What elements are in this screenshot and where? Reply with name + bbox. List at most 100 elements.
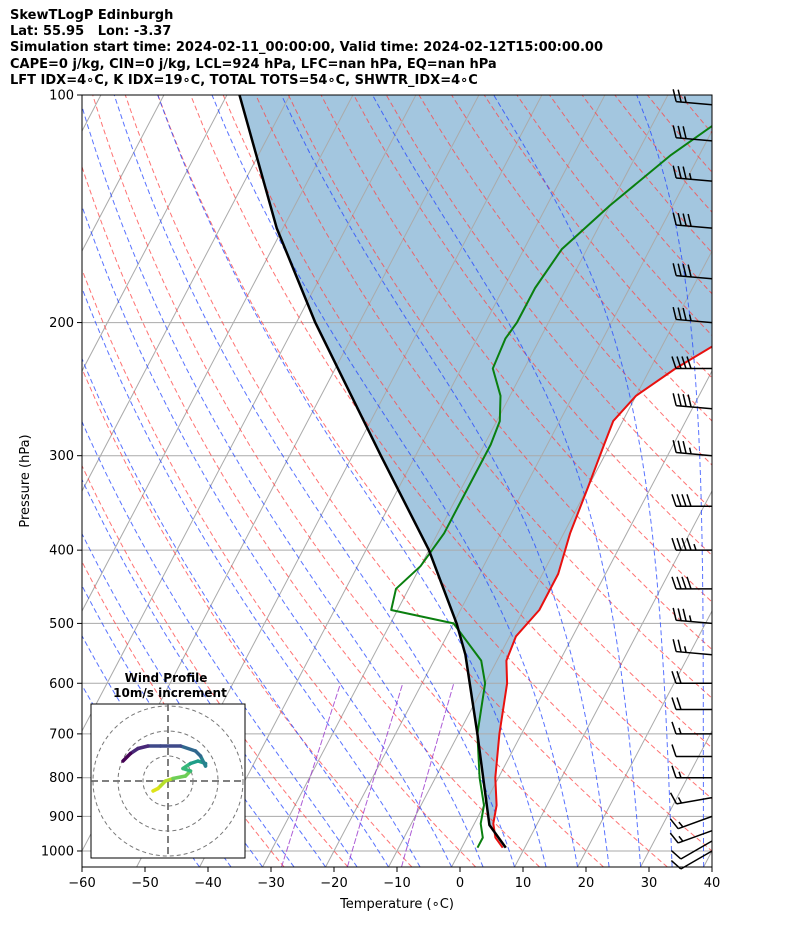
- isotherm: [640, 729, 712, 867]
- wind-barb: [672, 639, 713, 656]
- moist-adiabat: [211, 95, 579, 867]
- y-tick-label: 300: [49, 449, 74, 464]
- profiles: [238, 95, 712, 849]
- wind-barb: [671, 697, 712, 711]
- y-tick-label: 900: [49, 810, 74, 825]
- moist-adiabat: [636, 95, 705, 867]
- wind-barb: [670, 850, 713, 870]
- y-tick-label: 500: [49, 617, 74, 632]
- chart-title: SkewTLogP Edinburgh: [10, 8, 174, 23]
- index-line: LFT IDX=4∘C, K IDX=19∘C, TOTAL TOTS=54∘C…: [10, 73, 478, 88]
- hodograph-ring: [117, 730, 219, 832]
- wind-barb: [671, 744, 712, 758]
- wind-barb: [671, 576, 712, 590]
- y-axis-ticks: 1000 900 800 700 600 500 400 300 200 100: [41, 89, 82, 859]
- dry-adiabat: [82, 268, 477, 867]
- x-tick-label: 40: [704, 876, 721, 891]
- y-tick-label: 700: [49, 727, 74, 742]
- wind-barb: [669, 829, 713, 844]
- hodograph-segment: [198, 754, 208, 768]
- y-tick-label: 200: [49, 316, 74, 331]
- y-tick-label: 1000: [41, 844, 74, 859]
- moist-adiabat: [82, 104, 484, 867]
- y-tick-label: 600: [49, 677, 74, 692]
- isotherm: [82, 95, 291, 493]
- mixing-ratio-line: [346, 683, 404, 867]
- wind-barb: [672, 263, 713, 280]
- y-tick-label: 800: [49, 771, 74, 786]
- moist-adiabat: [82, 478, 327, 867]
- wind-barb: [672, 165, 713, 182]
- wind-barb: [671, 671, 712, 685]
- isotherm: [82, 95, 228, 373]
- dry-adiabat: [385, 95, 712, 511]
- isotherm: [262, 95, 669, 867]
- x-tick-label: −10: [383, 876, 410, 891]
- cin-area: [239, 95, 712, 848]
- cape-line: CAPE=0 j/kg, CIN=0 j/kg, LCL=924 hPa, LF…: [10, 57, 497, 72]
- dry-adiabat: [418, 95, 712, 466]
- isotherm: [577, 609, 712, 867]
- moist-adiabat: [82, 420, 358, 867]
- dry-adiabat: [320, 95, 712, 603]
- wind-barb: [672, 212, 713, 229]
- wind-barb: [672, 393, 713, 410]
- dewpoint-line: [390, 124, 712, 849]
- dry-adiabat: [222, 95, 712, 749]
- x-axis-label: Temperature (∘C): [339, 897, 454, 912]
- wind-barb: [672, 306, 713, 324]
- mixing-ratio-line: [281, 683, 342, 867]
- moist-adiabat: [82, 204, 453, 867]
- parcel-area-fill: [239, 95, 712, 848]
- wind-barb: [672, 607, 713, 625]
- wind-barb: [671, 765, 712, 779]
- hodograph-ring: [142, 755, 194, 807]
- parcel-line: [238, 95, 507, 849]
- x-tick-label: 30: [641, 876, 658, 891]
- wind-barb: [672, 440, 713, 457]
- hodograph: Wind Profile 10m/s increment: [90, 671, 246, 859]
- isotherm: [82, 95, 354, 613]
- dry-adiabat: [190, 95, 712, 800]
- isotherm: [514, 489, 712, 867]
- dry-adiabat: [157, 95, 712, 852]
- x-axis-ticks: −60 −50 −40 −30 −20 −10 0 10 20 30 40: [68, 867, 720, 891]
- dry-adiabat: [82, 464, 349, 867]
- wind-barb: [671, 537, 712, 551]
- isotherm: [451, 369, 712, 867]
- x-tick-label: −30: [257, 876, 284, 891]
- wind-barb: [669, 792, 713, 805]
- wind-barb: [670, 840, 713, 860]
- y-tick-label: 400: [49, 544, 74, 559]
- dry-adiabat: [92, 95, 604, 867]
- location-line: Lat: 55.95 Lon: -3.37: [10, 24, 172, 39]
- moist-adiabat: [735, 95, 753, 867]
- x-tick-label: −20: [320, 876, 347, 891]
- isotherm: [199, 95, 606, 867]
- isotherm: [82, 95, 417, 733]
- isotherm: [82, 95, 102, 133]
- dry-adiabat: [124, 95, 668, 867]
- dry-adiabat: [353, 95, 712, 557]
- isotherm: [325, 129, 712, 867]
- x-tick-label: 20: [578, 876, 595, 891]
- moist-adiabat: [82, 357, 390, 867]
- y-axis-label: Pressure (hPa): [18, 434, 33, 527]
- hodograph-subtitle: 10m/s increment: [113, 686, 227, 700]
- wind-barb: [671, 721, 712, 735]
- wind-barb: [672, 125, 713, 142]
- hodograph-ring: [92, 705, 244, 857]
- x-tick-label: −60: [68, 876, 95, 891]
- y-tick-label: 100: [49, 89, 74, 104]
- hodograph-segment: [121, 751, 133, 763]
- temperature-line: [492, 345, 712, 849]
- moist-adiabat: [82, 532, 295, 867]
- mixing-ratio-line: [401, 683, 455, 867]
- wind-barb: [671, 494, 712, 508]
- dry-adiabat: [255, 95, 712, 699]
- isotherm: [82, 95, 165, 253]
- dry-adiabat: [287, 95, 712, 651]
- time-line: Simulation start time: 2024-02-11_00:00:…: [10, 40, 603, 55]
- moist-adiabat: [280, 95, 610, 867]
- wind-barbs: [669, 89, 713, 870]
